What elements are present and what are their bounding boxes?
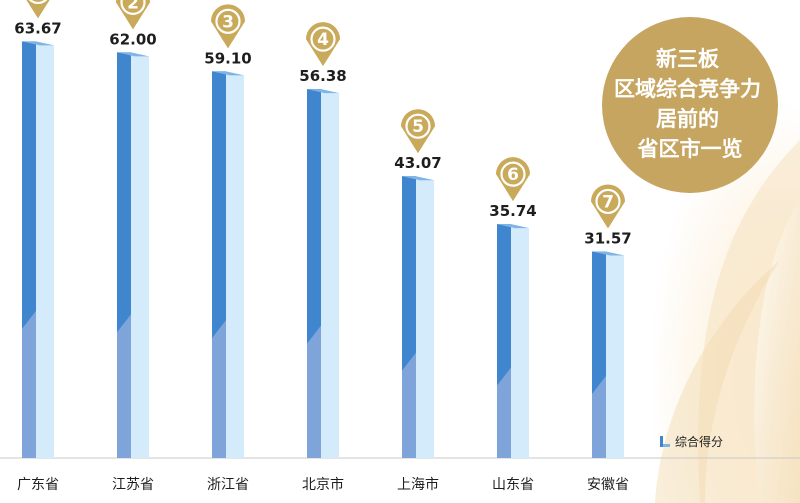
rank-pin-ring — [120, 0, 146, 15]
rank-number: 7 — [602, 192, 614, 212]
legend: 综合得分 — [660, 434, 723, 449]
bar-front-lower — [497, 367, 511, 458]
category-label: 广东省 — [17, 477, 59, 493]
chart-title: 新三板 区域综合竞争力 居前的 省区市一览 — [614, 47, 766, 161]
rank-number: 4 — [317, 30, 329, 50]
rank-pin — [26, 0, 50, 19]
bar-top — [592, 251, 624, 256]
bar-side — [226, 71, 244, 459]
legend-swatch-base — [663, 444, 670, 447]
bar-side — [606, 251, 624, 458]
title-line-2: 区域综合竞争力 — [614, 77, 761, 101]
title-line-4: 省区市一览 — [637, 137, 743, 161]
bar-top — [402, 176, 434, 181]
rank-pin — [306, 22, 340, 67]
bar-side — [321, 89, 339, 459]
bar-front-lower — [22, 310, 36, 458]
rank-number: 2 — [127, 0, 139, 13]
rank-number: 6 — [507, 165, 519, 185]
rank-pin-ring — [215, 8, 241, 34]
category-label: 上海市 — [397, 476, 439, 493]
legend-label: 综合得分 — [675, 434, 723, 449]
title-badge-circle — [602, 17, 778, 193]
value-label: 56.38 — [299, 67, 346, 85]
bar-1: 63.67 1 广东省 — [14, 0, 62, 493]
rank-pin-ring — [310, 26, 336, 52]
category-label: 北京市 — [302, 476, 344, 493]
rank-number: 3 — [222, 12, 234, 32]
rank-pin-ring — [595, 188, 621, 215]
rank-pin — [211, 4, 245, 49]
bar-6: 35.74 6 山东省 — [489, 157, 537, 493]
rank-pin — [401, 109, 435, 154]
bar-front-lower — [212, 320, 226, 458]
bar-front-lower — [592, 375, 606, 458]
bar-side — [36, 41, 54, 458]
title-line-3: 居前的 — [656, 107, 719, 131]
rank-pin — [591, 184, 625, 229]
bar-4: 56.38 4 北京市 — [299, 22, 347, 493]
rank-pin-ring — [405, 113, 431, 139]
bar-2: 62.00 2 江苏省 — [109, 0, 157, 493]
value-label: 35.74 — [489, 202, 536, 220]
rank-pin-ring — [28, 0, 48, 5]
bar-front-lower — [307, 325, 321, 458]
value-label: 31.57 — [584, 229, 631, 247]
rank-pin — [496, 157, 530, 202]
category-label: 江苏省 — [112, 477, 154, 493]
rank-number: 1 — [32, 0, 44, 2]
value-label: 62.00 — [109, 30, 156, 48]
bar-side — [511, 224, 529, 458]
bar-7: 31.57 7 安徽省 — [584, 184, 632, 493]
rank-pin-ring — [500, 161, 526, 187]
category-label: 山东省 — [492, 477, 534, 493]
bars-layer: 63.67 1 广东省 62.00 2 江苏省 59.10 3 浙江省 56.38 4 北京市 43.0… — [14, 0, 632, 493]
bar-5: 43.07 5 上海市 — [394, 109, 442, 493]
value-label: 43.07 — [394, 154, 441, 172]
legend-swatch — [660, 436, 663, 447]
bar-3: 59.10 3 浙江省 — [204, 4, 252, 493]
bar-top — [497, 224, 529, 229]
bar-side — [131, 52, 149, 458]
bar-top — [212, 71, 244, 76]
title-line-1: 新三板 — [656, 47, 720, 71]
value-label: 63.67 — [14, 19, 61, 37]
value-label: 59.10 — [204, 49, 251, 67]
category-label: 浙江省 — [207, 477, 249, 493]
bar-front-lower — [117, 314, 131, 458]
bar-side — [416, 176, 434, 458]
bar-front-lower — [402, 352, 416, 458]
category-label: 安徽省 — [587, 477, 629, 493]
bar-top — [117, 52, 149, 57]
bar-top — [307, 89, 339, 94]
rank-number: 5 — [412, 117, 424, 137]
title-badge: 新三板 区域综合竞争力 居前的 省区市一览 — [602, 17, 778, 193]
bar-top — [22, 41, 54, 46]
